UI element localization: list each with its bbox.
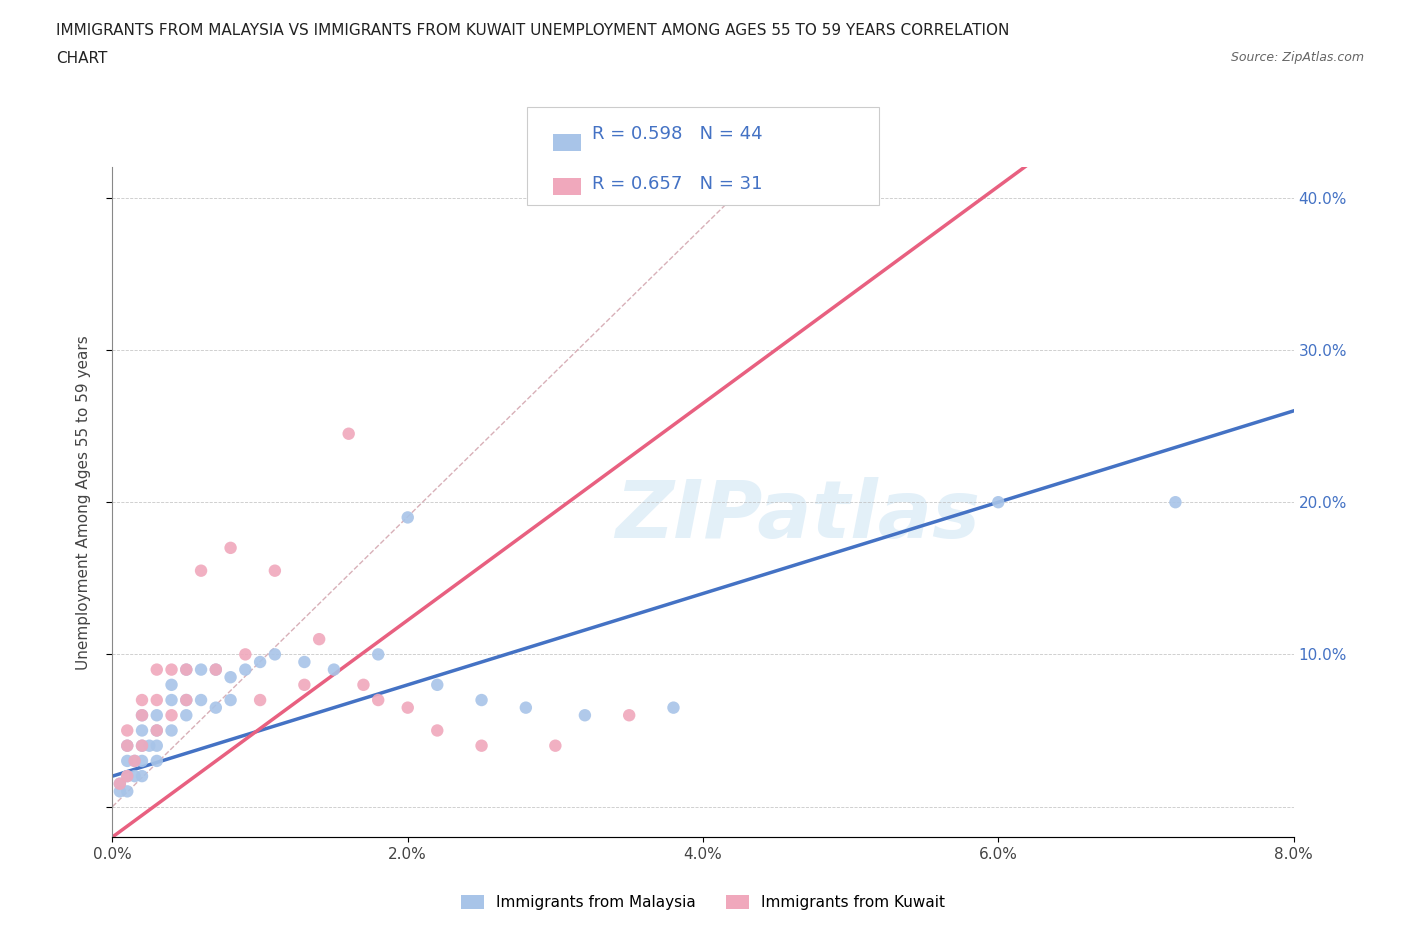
Point <box>1164 495 1187 510</box>
Point <box>190 662 212 677</box>
Point <box>131 708 153 723</box>
Point <box>160 662 183 677</box>
Point <box>117 753 138 768</box>
Point <box>190 693 212 708</box>
Point <box>160 693 183 708</box>
Point <box>249 655 271 670</box>
Point <box>131 753 153 768</box>
Point <box>108 777 131 791</box>
Point <box>426 677 449 692</box>
Text: IMMIGRANTS FROM MALAYSIA VS IMMIGRANTS FROM KUWAIT UNEMPLOYMENT AMONG AGES 55 TO: IMMIGRANTS FROM MALAYSIA VS IMMIGRANTS F… <box>56 23 1010 38</box>
Point <box>160 708 183 723</box>
Legend: Immigrants from Malaysia, Immigrants from Kuwait: Immigrants from Malaysia, Immigrants fro… <box>454 889 952 916</box>
Point <box>146 708 169 723</box>
Point <box>205 700 228 715</box>
Point <box>219 670 242 684</box>
Point <box>205 662 228 677</box>
Point <box>662 700 685 715</box>
Point <box>292 677 315 692</box>
Point <box>205 662 228 677</box>
Point <box>160 677 183 692</box>
Point <box>117 769 138 784</box>
Point <box>352 677 374 692</box>
Point <box>233 647 256 662</box>
Point <box>131 693 153 708</box>
Point <box>292 655 315 670</box>
Point <box>264 647 287 662</box>
Y-axis label: Unemployment Among Ages 55 to 59 years: Unemployment Among Ages 55 to 59 years <box>76 335 91 670</box>
Point <box>396 510 419 525</box>
Point <box>131 723 153 737</box>
Point <box>426 723 449 737</box>
Point <box>108 777 131 791</box>
Point <box>619 708 641 723</box>
Point <box>471 738 494 753</box>
Point <box>117 769 138 784</box>
Point <box>124 769 146 784</box>
Point <box>471 693 494 708</box>
Point <box>574 708 596 723</box>
Point <box>264 564 287 578</box>
Point <box>233 662 256 677</box>
Point <box>396 700 419 715</box>
Point <box>337 426 360 441</box>
Point <box>987 495 1010 510</box>
Text: ZIPatlas: ZIPatlas <box>614 476 980 554</box>
Point <box>131 738 153 753</box>
Point <box>124 753 146 768</box>
Point <box>117 784 138 799</box>
Text: Source: ZipAtlas.com: Source: ZipAtlas.com <box>1230 51 1364 64</box>
Point <box>131 708 153 723</box>
Point <box>219 540 242 555</box>
Point <box>174 693 197 708</box>
Point <box>190 564 212 578</box>
Point <box>131 769 153 784</box>
Point <box>146 723 169 737</box>
Point <box>308 631 330 646</box>
Text: CHART: CHART <box>56 51 108 66</box>
Point <box>117 738 138 753</box>
Point <box>146 693 169 708</box>
Point <box>146 753 169 768</box>
Point <box>146 723 169 737</box>
Point <box>117 738 138 753</box>
Point <box>323 662 346 677</box>
Point <box>117 723 138 737</box>
Point <box>131 738 153 753</box>
Point <box>146 738 169 753</box>
Point <box>249 693 271 708</box>
Point <box>174 708 197 723</box>
Point <box>174 662 197 677</box>
Text: R = 0.657   N = 31: R = 0.657 N = 31 <box>592 175 762 193</box>
Point <box>174 693 197 708</box>
Text: R = 0.598   N = 44: R = 0.598 N = 44 <box>592 125 762 142</box>
Point <box>138 738 160 753</box>
Point <box>160 723 183 737</box>
Point <box>544 738 567 753</box>
Point <box>367 693 389 708</box>
Point <box>515 700 537 715</box>
Point <box>124 753 146 768</box>
Point <box>108 784 131 799</box>
Point <box>219 693 242 708</box>
Point <box>146 662 169 677</box>
Point <box>367 647 389 662</box>
Point <box>174 662 197 677</box>
